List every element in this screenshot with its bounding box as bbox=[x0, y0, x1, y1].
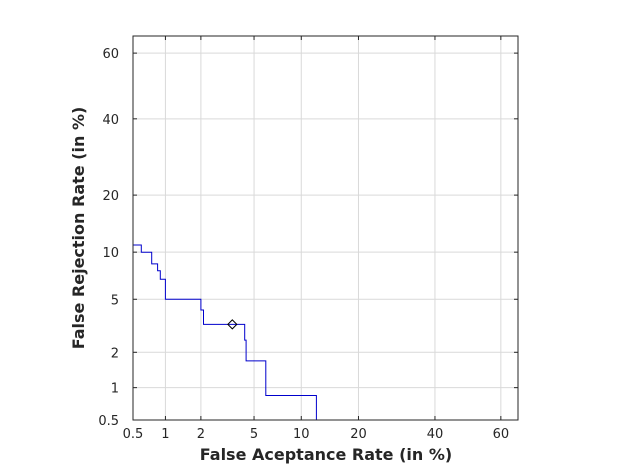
ticks: 0.5 1 2 5 10 20 40 60 0.5 1 2 5 10 20 40 60 bbox=[98, 36, 518, 442]
y-tick-label: 20 bbox=[102, 189, 119, 204]
marker-layer bbox=[227, 319, 238, 330]
x-tick-label: 0.5 bbox=[123, 427, 144, 442]
x-tick-label: 20 bbox=[350, 427, 367, 442]
x-tick-label: 40 bbox=[427, 427, 444, 442]
x-tick-label: 2 bbox=[197, 427, 205, 442]
operating-point-marker bbox=[227, 319, 238, 330]
det-curve bbox=[133, 244, 317, 420]
y-tick-label: 5 bbox=[111, 293, 119, 308]
y-tick-label: 40 bbox=[102, 113, 119, 128]
y-tick-label: 60 bbox=[102, 47, 119, 62]
x-tick-label: 60 bbox=[493, 427, 510, 442]
x-tick-label: 10 bbox=[293, 427, 310, 442]
y-axis-label: False Rejection Rate (in %) bbox=[69, 107, 88, 350]
x-tick-label: 5 bbox=[250, 427, 258, 442]
series-layer bbox=[133, 244, 317, 420]
plot-frame bbox=[132, 35, 519, 421]
y-tick-label: 2 bbox=[111, 346, 119, 361]
grid bbox=[132, 36, 518, 421]
y-tick-label: 10 bbox=[102, 246, 119, 261]
x-axis-label: False Aceptance Rate (in %) bbox=[200, 445, 452, 464]
y-tick-label: 1 bbox=[111, 382, 119, 397]
x-tick-label: 1 bbox=[161, 427, 169, 442]
y-tick-label: 0.5 bbox=[98, 414, 119, 429]
